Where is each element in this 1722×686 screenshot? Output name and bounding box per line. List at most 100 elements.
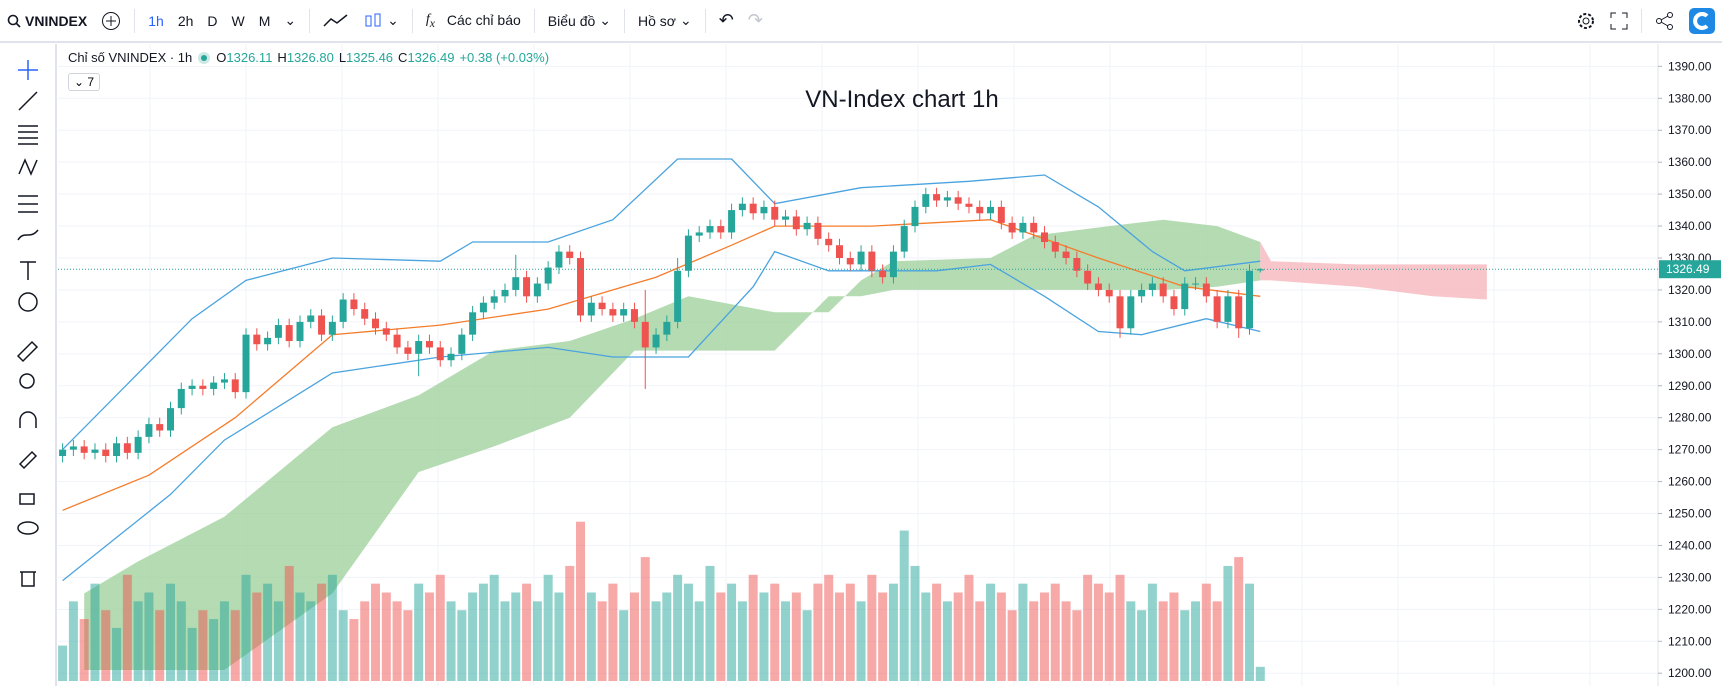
chart-type-label: Biểu đồ	[547, 12, 596, 29]
interval[interactable]: 2h	[177, 12, 194, 29]
volume-bar	[608, 583, 618, 681]
candle-body	[663, 321, 671, 335]
candle-body	[577, 258, 585, 316]
candle-body	[91, 449, 99, 453]
separator	[411, 8, 413, 33]
volume-bar	[252, 592, 262, 681]
legend-o-label: O	[216, 50, 227, 65]
trendline-tool[interactable]	[18, 91, 38, 111]
volume-bar	[619, 610, 629, 681]
volume-bar	[414, 583, 424, 681]
volume-bar	[565, 565, 575, 681]
volume-bar	[144, 592, 154, 681]
candle-body	[361, 309, 369, 319]
volume-bar	[90, 583, 100, 681]
share[interactable]	[1655, 11, 1675, 31]
add-symbol[interactable]	[101, 11, 121, 31]
candle-body	[825, 238, 833, 246]
undo[interactable]: ↶	[718, 10, 734, 30]
volume-bar	[1093, 583, 1103, 681]
volume-bar	[1234, 557, 1244, 681]
volume-bar	[198, 610, 208, 681]
crosshair-tool[interactable]	[18, 60, 38, 80]
candle-body	[1084, 270, 1092, 284]
legend-l-label: L	[338, 50, 347, 65]
candle-body	[641, 321, 649, 348]
candle-body	[1224, 296, 1232, 322]
candle-body	[264, 337, 272, 345]
indicator-line	[62, 219, 1261, 511]
magnet-tool[interactable]	[19, 411, 37, 428]
y-tick-label: 1380.00	[1668, 91, 1712, 105]
indicators-button[interactable]: fx Các chỉ báo	[425, 11, 521, 30]
volume-bar	[295, 592, 305, 681]
candle-body	[566, 251, 574, 258]
y-tick-label: 1320.00	[1668, 283, 1712, 297]
candle-body	[318, 315, 326, 335]
separator	[704, 8, 706, 33]
volume-bar	[166, 583, 175, 681]
trash-tool[interactable]	[20, 571, 36, 587]
zoom-tool[interactable]	[19, 373, 35, 389]
volume-bar	[586, 592, 596, 681]
candle-body	[965, 203, 973, 207]
candle-style[interactable]: ⌄	[363, 12, 399, 30]
legend-h: 1326.80	[286, 50, 334, 65]
interval[interactable]: 1h	[148, 12, 164, 29]
candle-body	[1256, 269, 1264, 271]
candle-body	[717, 226, 725, 233]
volume-bar	[1029, 601, 1039, 681]
lock-drawings-tool[interactable]	[18, 450, 38, 470]
volume-bar	[888, 583, 898, 681]
redo[interactable]: ↷	[747, 10, 763, 30]
symbol-search[interactable]: VNINDEX	[7, 13, 87, 29]
candle-body	[113, 443, 121, 457]
interval-menu[interactable]: ⌄	[284, 12, 297, 28]
candle-body	[447, 353, 455, 361]
volume-bar	[468, 592, 478, 681]
volume-bar	[802, 610, 812, 681]
interval[interactable]: W	[231, 12, 245, 29]
candle-body	[922, 194, 930, 207]
fullscreen[interactable]	[1610, 12, 1628, 30]
pattern-tool[interactable]	[18, 158, 38, 176]
emoji-tool[interactable]	[18, 292, 38, 312]
interval[interactable]: D	[207, 12, 218, 29]
prediction-tool[interactable]	[18, 195, 38, 213]
volume-bar	[424, 592, 434, 681]
line-icon	[323, 13, 348, 27]
candle-body	[512, 277, 520, 290]
candle-body	[1040, 232, 1048, 243]
candle-body	[609, 309, 617, 316]
chart-style[interactable]	[323, 13, 349, 29]
volume-bar	[932, 583, 942, 681]
fib-tool[interactable]	[18, 125, 38, 145]
brush-tool[interactable]	[17, 229, 39, 241]
candle-body	[857, 251, 865, 265]
settings[interactable]	[1576, 11, 1596, 31]
ruler-tool[interactable]	[16, 340, 39, 363]
visibility-tool[interactable]	[17, 521, 39, 535]
y-tick-label: 1390.00	[1668, 59, 1712, 73]
volume-bar	[273, 601, 283, 681]
candle-body	[933, 194, 941, 201]
last-price-label: 1326.49	[1666, 262, 1710, 276]
volume-bar	[651, 601, 661, 681]
interval[interactable]: M	[258, 12, 271, 29]
indicator-toggle[interactable]: ⌄ 7	[68, 73, 101, 91]
candle-body	[835, 245, 843, 258]
volume-bar	[1180, 610, 1190, 681]
profile-button[interactable]: Hồ sơ ⌄	[638, 12, 692, 29]
search-icon	[7, 14, 21, 28]
chart-type-button[interactable]: Biểu đồ ⌄	[547, 12, 611, 29]
y-tick-label: 1370.00	[1668, 123, 1712, 137]
volume-bar	[694, 601, 704, 681]
volume-bar	[187, 627, 197, 681]
candle-body	[242, 334, 250, 393]
lock-tool[interactable]	[19, 493, 35, 505]
legend-l: 1325.46	[346, 50, 394, 65]
text-tool[interactable]	[20, 261, 36, 280]
volume-bar	[338, 610, 348, 681]
volume-bar	[986, 583, 996, 681]
